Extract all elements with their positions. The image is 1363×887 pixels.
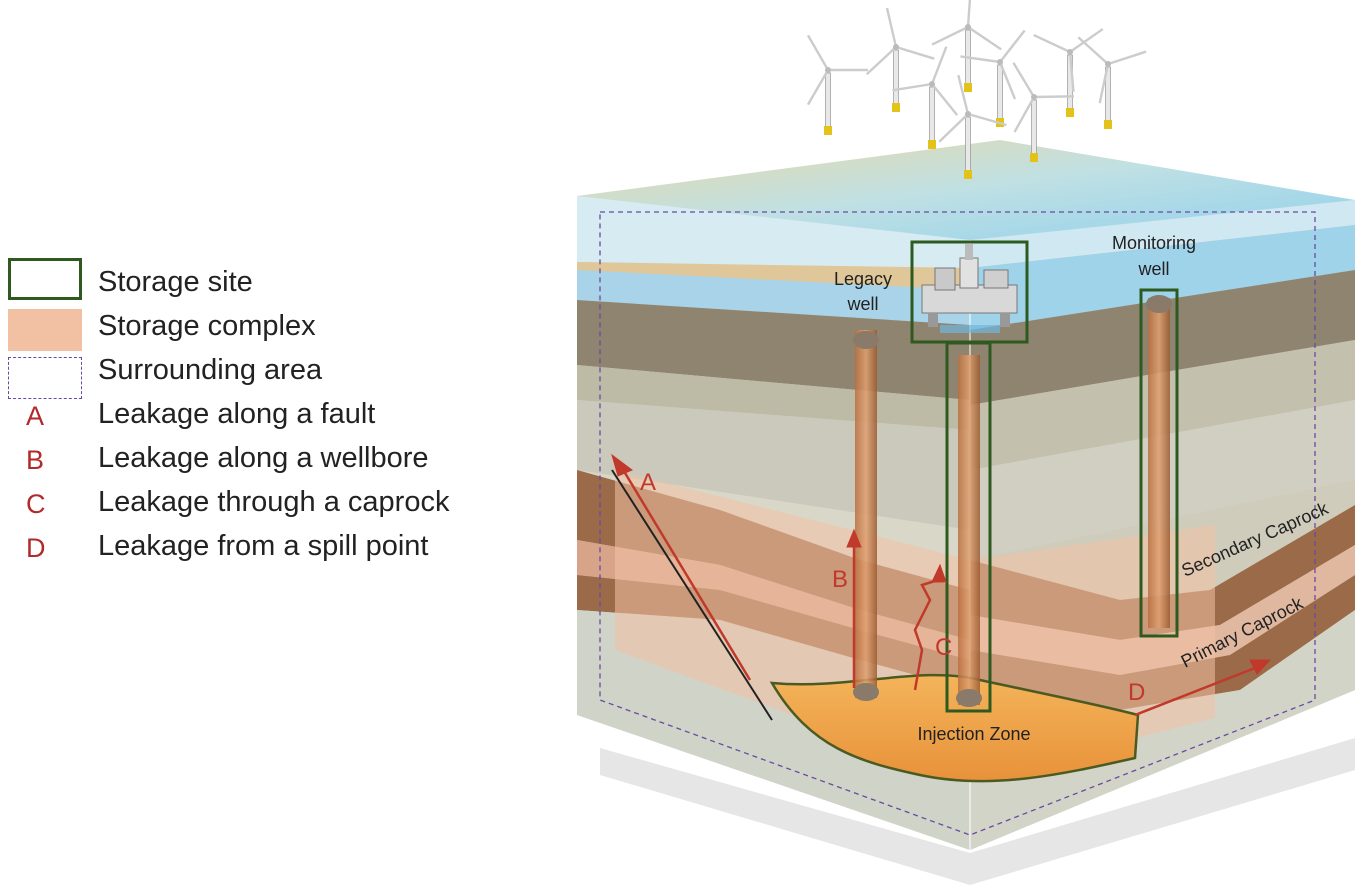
legend-leak-fault: Leakage along a fault bbox=[98, 398, 376, 430]
sea-surface bbox=[577, 140, 1355, 240]
monitoring-well-label-line2: well bbox=[1137, 259, 1169, 279]
wind-turbine-icon bbox=[1033, 28, 1104, 117]
monitoring-well-frame bbox=[1139, 288, 1179, 638]
storage-block-diagram: A B C D Legacy well Monitoring well Inje… bbox=[577, 0, 1355, 885]
wind-turbine-icon bbox=[931, 0, 1002, 92]
offshore-platform-icon bbox=[921, 244, 1018, 333]
wind-turbine-icon bbox=[1012, 62, 1075, 162]
arrow-d bbox=[1134, 666, 1256, 717]
arrow-a bbox=[620, 467, 752, 681]
legend-letter-a: A bbox=[26, 401, 45, 431]
injection-well bbox=[958, 355, 980, 705]
legend-letter-d: D bbox=[26, 533, 46, 563]
legend-leak-caprock: Leakage through a caprock bbox=[98, 486, 450, 518]
wind-turbine-icon bbox=[892, 46, 959, 149]
legend-letter-c: C bbox=[26, 489, 46, 519]
diagram-letter-b: B bbox=[832, 566, 848, 593]
arrow-c-head bbox=[931, 563, 947, 583]
diagram-letter-a: A bbox=[640, 469, 656, 496]
arrow-d-head bbox=[1249, 659, 1272, 675]
legend-letter-b: B bbox=[26, 445, 45, 475]
wind-turbine-icon bbox=[938, 74, 1007, 179]
floor-shadow bbox=[600, 738, 1355, 885]
legend-leak-wellbore: Leakage along a wellbore bbox=[98, 442, 429, 474]
wind-turbine-icon bbox=[1077, 36, 1147, 129]
surrounding-area-outline bbox=[599, 211, 1316, 836]
legacy-well-label-line2: well bbox=[846, 294, 878, 314]
legacy-well bbox=[855, 330, 877, 698]
arrow-a-head bbox=[611, 453, 633, 477]
leakage-arrows bbox=[611, 453, 1272, 717]
storage-site-swatch bbox=[8, 258, 82, 300]
surrounding-area-swatch bbox=[8, 357, 82, 399]
wind-farm bbox=[806, 0, 1147, 179]
arrow-b-head bbox=[846, 528, 862, 548]
legend-leak-spill-point: Leakage from a spill point bbox=[98, 530, 429, 562]
legend-storage-site: Storage site bbox=[98, 266, 253, 298]
legacy-well-label-line1: Legacy bbox=[834, 269, 892, 289]
fault-line bbox=[611, 469, 773, 721]
arrow-c bbox=[913, 578, 939, 691]
wind-turbine-icon bbox=[806, 34, 868, 135]
legend-storage-complex: Storage complex bbox=[98, 310, 316, 342]
wind-turbine-icon bbox=[865, 7, 935, 112]
monitoring-well bbox=[1148, 298, 1170, 628]
legend-surrounding-area: Surrounding area bbox=[98, 354, 323, 386]
legend: Storage site Storage complex Surrounding… bbox=[0, 0, 560, 887]
injection-zone-label: Injection Zone bbox=[917, 724, 1030, 744]
diagram-letter-d: D bbox=[1128, 679, 1145, 706]
monitoring-well-label-line1: Monitoring bbox=[1112, 233, 1196, 253]
storage-complex-swatch bbox=[8, 309, 82, 351]
storage-site-platform-frame bbox=[910, 240, 1029, 344]
diagram-letter-c: C bbox=[935, 634, 952, 661]
